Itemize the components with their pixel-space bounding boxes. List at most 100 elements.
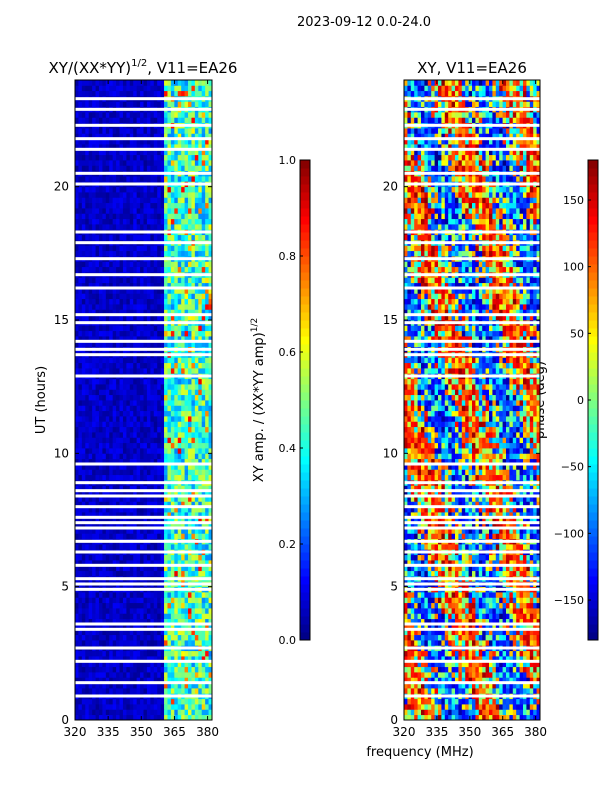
heatmap-cell bbox=[78, 261, 83, 268]
heatmap-cell bbox=[95, 528, 100, 534]
heatmap-cell bbox=[112, 608, 117, 614]
flagged-row bbox=[75, 582, 212, 586]
heatmap-cell bbox=[102, 325, 107, 332]
heatmap-cell bbox=[136, 501, 141, 508]
heatmap-cell bbox=[208, 410, 213, 417]
heatmap-cell bbox=[167, 608, 172, 614]
heatmap-cell bbox=[194, 245, 199, 252]
heatmap-cell bbox=[194, 506, 199, 513]
heatmap-cell bbox=[174, 629, 179, 636]
heatmap-cell bbox=[85, 469, 90, 476]
heatmap-cell bbox=[205, 448, 209, 454]
heatmap-cell bbox=[164, 261, 168, 268]
heatmap-cell bbox=[112, 634, 117, 641]
heatmap-cell bbox=[143, 336, 148, 342]
heatmap-cell bbox=[191, 650, 196, 657]
heatmap-cell bbox=[92, 192, 96, 198]
heatmap-cell bbox=[112, 442, 117, 449]
heatmap-cell bbox=[188, 528, 192, 534]
heatmap-cell bbox=[160, 80, 165, 86]
colorbar-tick-label: 0.8 bbox=[279, 250, 297, 263]
heatmap-cell bbox=[98, 565, 103, 572]
heatmap-cell bbox=[194, 304, 199, 310]
heatmap-cell bbox=[153, 554, 158, 561]
heatmap-cell bbox=[129, 117, 134, 124]
heatmap-cell bbox=[157, 656, 162, 662]
heatmap-cell bbox=[198, 597, 203, 604]
heatmap-cell bbox=[205, 186, 209, 193]
heatmap-cell bbox=[188, 138, 192, 145]
heatmap-cell bbox=[164, 90, 168, 97]
heatmap-cell bbox=[136, 378, 141, 385]
heatmap-cell bbox=[188, 592, 192, 598]
heatmap-cell bbox=[140, 250, 144, 257]
heatmap-cell bbox=[198, 501, 203, 508]
heatmap-cell bbox=[98, 490, 103, 497]
heatmap-cell bbox=[194, 458, 199, 465]
heatmap-cell bbox=[112, 464, 117, 470]
heatmap-cell bbox=[184, 533, 189, 540]
heatmap-cell bbox=[181, 144, 185, 150]
heatmap-cell bbox=[75, 432, 79, 438]
heatmap-cell bbox=[194, 341, 199, 348]
heatmap-cell bbox=[133, 517, 138, 524]
heatmap-cell bbox=[109, 426, 114, 433]
heatmap-cell bbox=[81, 490, 86, 497]
heatmap-cell bbox=[208, 293, 213, 300]
heatmap-cell bbox=[75, 218, 79, 225]
heatmap-cell bbox=[188, 485, 192, 492]
heatmap-cell bbox=[205, 234, 209, 241]
heatmap-cell bbox=[194, 133, 199, 140]
heatmap-cell bbox=[184, 90, 189, 97]
heatmap-cell bbox=[143, 394, 148, 401]
heatmap-cell bbox=[153, 261, 158, 268]
heatmap-cell bbox=[146, 176, 151, 182]
heatmap-cell bbox=[177, 90, 182, 97]
heatmap-cell bbox=[85, 602, 90, 609]
heatmap-cell bbox=[102, 128, 107, 134]
heatmap-cell bbox=[208, 464, 213, 470]
heatmap-cell bbox=[75, 405, 79, 412]
heatmap-cell bbox=[167, 656, 172, 662]
heatmap-cell bbox=[129, 602, 134, 609]
heatmap-cell bbox=[88, 250, 93, 257]
heatmap-cell bbox=[198, 357, 203, 364]
heatmap-cell bbox=[119, 565, 124, 572]
heatmap-cell bbox=[167, 533, 172, 540]
heatmap-cell bbox=[98, 608, 103, 614]
heatmap-cell bbox=[122, 330, 127, 337]
heatmap-cell bbox=[92, 682, 96, 689]
heatmap-cell bbox=[160, 405, 165, 412]
heatmap-cell bbox=[129, 640, 134, 646]
heatmap-cell bbox=[150, 176, 155, 182]
heatmap-cell bbox=[143, 613, 148, 620]
heatmap-cell bbox=[188, 160, 192, 166]
heatmap-cell bbox=[81, 90, 86, 97]
heatmap-cell bbox=[102, 437, 107, 444]
heatmap-cell bbox=[160, 362, 165, 369]
heatmap-cell bbox=[153, 624, 158, 630]
heatmap-cell bbox=[116, 522, 120, 529]
heatmap-cell bbox=[81, 666, 86, 673]
heatmap-cell bbox=[146, 496, 151, 502]
heatmap-cell bbox=[205, 325, 209, 332]
heatmap-cell bbox=[177, 298, 182, 305]
heatmap-cell bbox=[78, 330, 83, 337]
heatmap-cell bbox=[116, 501, 120, 508]
heatmap-cell bbox=[146, 288, 151, 294]
heatmap-cell bbox=[78, 144, 83, 150]
heatmap-cell bbox=[81, 597, 86, 604]
heatmap-cell bbox=[75, 261, 79, 268]
heatmap-cell bbox=[170, 261, 175, 268]
heatmap-cell bbox=[208, 608, 213, 614]
heatmap-cell bbox=[136, 144, 141, 150]
heatmap-cell bbox=[129, 288, 134, 294]
heatmap-cell bbox=[81, 378, 86, 385]
heatmap-cell bbox=[170, 533, 175, 540]
heatmap-cell bbox=[119, 597, 124, 604]
heatmap-cell bbox=[208, 528, 213, 534]
heatmap-cell bbox=[208, 362, 213, 369]
heatmap-cell bbox=[194, 293, 199, 300]
heatmap-cell bbox=[174, 261, 179, 268]
heatmap-cell bbox=[177, 533, 182, 540]
